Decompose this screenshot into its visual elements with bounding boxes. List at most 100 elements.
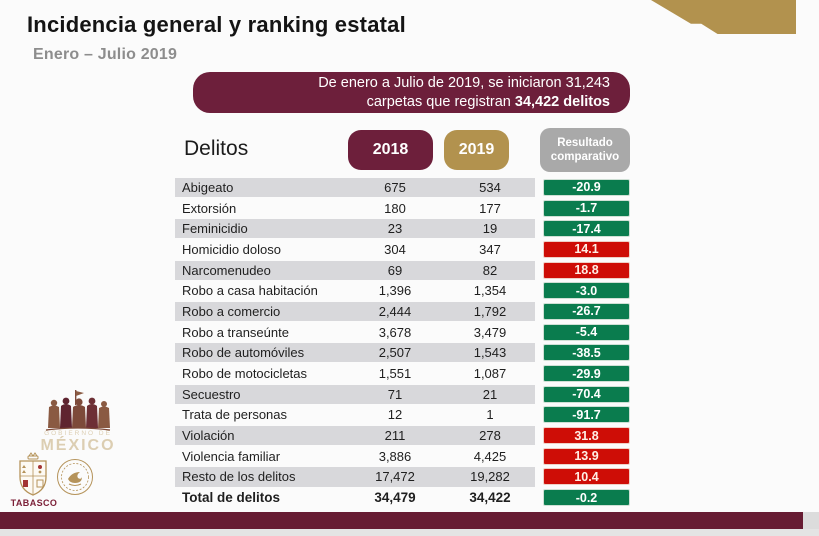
value-2019: 1,087 xyxy=(473,366,507,382)
crime-statistics-table: Delitos 2018 2019 Resultado comparativo … xyxy=(175,128,630,508)
row-cells: Violación 211 278 xyxy=(175,426,535,446)
crime-name: Feminicidio xyxy=(182,221,248,237)
bottom-bar-end-cap xyxy=(803,512,819,529)
crime-name: Total de delitos xyxy=(182,490,281,506)
row-cells: Violencia familiar 3,886 4,425 xyxy=(175,447,535,466)
row-cells: Narcomenudeo 69 82 xyxy=(175,260,535,280)
value-2019: 4,425 xyxy=(473,448,507,464)
gold-ribbon-decoration xyxy=(650,0,796,34)
value-2019: 19 xyxy=(482,221,498,237)
comparative-result-badge: 18.8 xyxy=(543,261,630,279)
table-row: Resto de los delitos 17,472 19,282 10.4 xyxy=(175,467,630,488)
value-2018: 71 xyxy=(387,386,403,402)
value-2019: 1,792 xyxy=(473,303,507,319)
value-2018: 17,472 xyxy=(375,469,415,485)
mexico-eagle-seal-icon xyxy=(57,459,93,495)
value-2018: 304 xyxy=(384,241,406,257)
table-row: Secuestro 71 21 -70.4 xyxy=(175,384,630,405)
crime-name: Extorsión xyxy=(182,200,237,216)
table-row: Robo a casa habitación 1,396 1,354 -3.0 xyxy=(175,280,630,301)
value-2018: 3,886 xyxy=(378,448,412,464)
banner-line2: carpetas que registran 34,422 delitos xyxy=(366,93,610,110)
value-2019: 1,354 xyxy=(473,283,507,299)
value-2018: 23 xyxy=(387,221,403,237)
comparative-result-badge: 10.4 xyxy=(543,468,630,486)
value-2019: 1 xyxy=(486,407,494,423)
row-cells: Robo a transeúnte 3,678 3,479 xyxy=(175,323,535,342)
comparative-result-badge: -70.4 xyxy=(543,385,630,403)
comparative-result-badge: -17.4 xyxy=(543,220,630,238)
table-row: Homicidio doloso 304 347 14.1 xyxy=(175,239,630,260)
comparative-result-badge: 14.1 xyxy=(543,240,630,258)
value-2018: 1,551 xyxy=(378,366,412,382)
row-cells: Robo a casa habitación 1,396 1,354 xyxy=(175,281,535,300)
value-2018: 2,507 xyxy=(378,345,412,361)
value-2019: 34,422 xyxy=(469,490,511,506)
crime-name: Secuestro xyxy=(182,386,241,402)
crime-name: Robo de automóviles xyxy=(182,345,305,361)
value-2019: 21 xyxy=(482,386,498,402)
crime-name: Abigeato xyxy=(182,179,234,195)
gobierno-de-mexico-heroes-logo xyxy=(45,390,111,431)
crime-name: Robo a transeúnte xyxy=(182,324,289,340)
comparative-result-badge: -20.9 xyxy=(543,178,630,196)
tabasco-label: TABASCO xyxy=(10,498,58,508)
table-row: Robo a transeúnte 3,678 3,479 -5.4 xyxy=(175,322,630,343)
value-2018: 69 xyxy=(387,262,403,278)
table-header: Delitos 2018 2019 Resultado comparativo xyxy=(175,128,630,177)
comparative-result-badge: -91.7 xyxy=(543,406,630,424)
crime-name: Violencia familiar xyxy=(182,448,281,464)
table-row: Feminicidio 23 19 -17.4 xyxy=(175,218,630,239)
table-row: Trata de personas 12 1 -91.7 xyxy=(175,405,630,426)
table-row: Robo de automóviles 2,507 1,543 -38.5 xyxy=(175,343,630,364)
table-row: Robo a comercio 2,444 1,792 -26.7 xyxy=(175,301,630,322)
crime-name: Violación xyxy=(182,428,235,444)
column-header-resultado-comparativo: Resultado comparativo xyxy=(540,128,630,172)
crime-name: Robo de motocicletas xyxy=(182,366,308,382)
table-row: Violación 211 278 31.8 xyxy=(175,425,630,446)
crime-name: Resto de los delitos xyxy=(182,469,296,485)
value-2018: 211 xyxy=(384,428,406,444)
comparative-result-badge: -5.4 xyxy=(543,323,630,341)
value-2018: 34,479 xyxy=(374,490,416,506)
page-title: Incidencia general y ranking estatal xyxy=(27,12,406,37)
row-cells: Robo de motocicletas 1,551 1,087 xyxy=(175,364,535,383)
value-2019: 3,479 xyxy=(473,324,507,340)
banner-total-delitos: 34,422 delitos xyxy=(514,93,610,110)
row-cells: Resto de los delitos 17,472 19,282 xyxy=(175,467,535,487)
comparative-result-badge: -3.0 xyxy=(543,282,630,300)
page-subtitle: Enero – Julio 2019 xyxy=(33,46,178,63)
comparative-result-badge: -0.2 xyxy=(543,489,630,507)
table-row: Violencia familiar 3,886 4,425 13.9 xyxy=(175,446,630,467)
value-2018: 1,396 xyxy=(378,283,412,299)
crime-name: Robo a casa habitación xyxy=(182,283,318,299)
row-cells: Abigeato 675 534 xyxy=(175,177,535,197)
comparative-result-badge: -26.7 xyxy=(543,302,630,320)
comparative-result-badge: -29.9 xyxy=(543,365,630,383)
row-cells: Homicidio doloso 304 347 xyxy=(175,240,535,259)
crime-name: Robo a comercio xyxy=(182,303,281,319)
banner-line1: De enero a Julio de 2019, se iniciaron 3… xyxy=(318,74,610,91)
comparative-result-badge: 31.8 xyxy=(543,427,630,445)
column-header-delitos: Delitos xyxy=(184,137,249,160)
value-2019: 177 xyxy=(479,200,501,216)
value-2019: 19,282 xyxy=(470,469,510,485)
bottom-maroon-bar xyxy=(0,512,803,529)
value-2019: 534 xyxy=(479,179,501,195)
row-cells: Robo de automóviles 2,507 1,543 xyxy=(175,343,535,363)
row-cells: Feminicidio 23 19 xyxy=(175,219,535,239)
value-2018: 180 xyxy=(384,200,406,216)
value-2018: 675 xyxy=(384,179,406,195)
crime-name: Narcomenudeo xyxy=(182,262,271,278)
table-row: Extorsión 180 177 -1.7 xyxy=(175,198,630,219)
value-2019: 347 xyxy=(479,241,501,257)
column-header-2019: 2019 xyxy=(444,130,509,170)
tabasco-coat-of-arms-icon xyxy=(19,452,47,496)
crime-name: Homicidio doloso xyxy=(182,241,281,257)
value-2018: 2,444 xyxy=(378,303,412,319)
summary-banner: De enero a Julio de 2019, se iniciaron 3… xyxy=(193,72,630,113)
value-2019: 278 xyxy=(479,428,501,444)
column-header-2018: 2018 xyxy=(348,130,433,170)
value-2019: 82 xyxy=(482,262,498,278)
